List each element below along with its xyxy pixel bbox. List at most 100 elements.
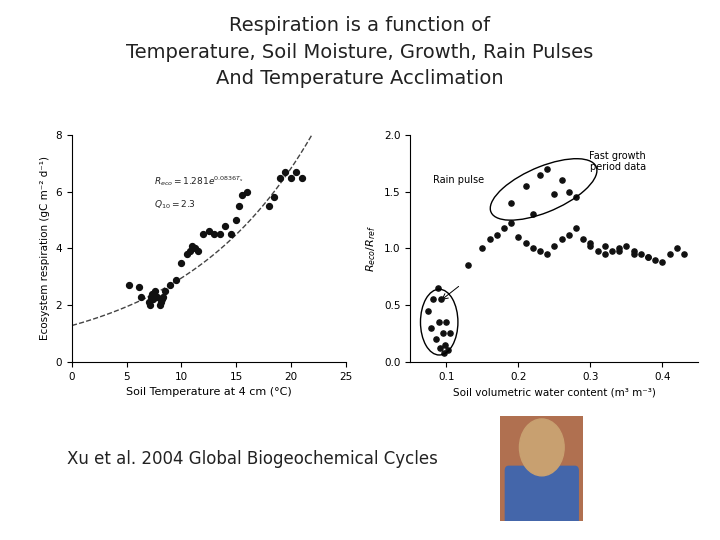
Point (170, 275, 181, 284)
Point (664, 249, 675, 258)
Point (442, 346, 454, 355)
Point (621, 242, 632, 251)
Point (513, 233, 524, 241)
Point (628, 249, 639, 258)
Point (505, 199, 517, 207)
Point (291, 167, 302, 176)
Point (549, 242, 560, 251)
Point (437, 329, 449, 338)
Point (146, 289, 158, 298)
Point (279, 167, 291, 176)
Point (484, 235, 495, 244)
Point (671, 244, 683, 253)
Point (520, 239, 531, 247)
Point (423, 306, 434, 315)
Point (534, 171, 546, 179)
Point (274, 173, 286, 182)
Point (197, 230, 209, 239)
Point (585, 242, 596, 251)
Point (649, 255, 661, 264)
Point (642, 253, 654, 262)
Point (556, 176, 567, 185)
Point (214, 230, 225, 239)
Point (577, 235, 589, 244)
Point (678, 249, 690, 258)
Point (477, 244, 488, 253)
Point (599, 242, 611, 251)
Point (156, 295, 168, 303)
Text: Xu et al. 2004 Global Biogeochemical Cycles: Xu et al. 2004 Global Biogeochemical Cyc… (66, 450, 438, 468)
Point (152, 292, 163, 301)
Point (613, 246, 625, 255)
Y-axis label: $R_{eco}/R_{ref}$: $R_{eco}/R_{ref}$ (365, 225, 379, 272)
Point (439, 340, 451, 349)
Point (425, 323, 436, 332)
Point (189, 244, 200, 253)
Point (599, 249, 611, 258)
Point (635, 249, 647, 258)
Point (527, 210, 539, 219)
Point (234, 201, 246, 210)
Point (186, 241, 198, 250)
Point (285, 173, 297, 182)
Point (520, 181, 531, 190)
Point (433, 318, 445, 326)
Point (592, 246, 603, 255)
Point (541, 249, 553, 258)
Point (176, 258, 187, 267)
Point (556, 235, 567, 244)
Text: Fast growth
period data: Fast growth period data (590, 151, 646, 172)
Point (430, 335, 441, 343)
Text: $Q_{10}=2.3$: $Q_{10}=2.3$ (154, 199, 196, 211)
Point (563, 187, 575, 196)
Point (642, 253, 654, 262)
Point (203, 227, 215, 235)
Point (133, 282, 145, 291)
Point (444, 329, 456, 338)
Point (220, 221, 231, 230)
Point (181, 249, 193, 258)
Point (570, 224, 582, 232)
Point (570, 193, 582, 201)
Point (184, 247, 196, 255)
Point (236, 190, 248, 199)
X-axis label: Soil Temperature at 4 cm (°C): Soil Temperature at 4 cm (°C) (126, 387, 292, 397)
Point (123, 281, 135, 289)
Point (269, 193, 280, 201)
Point (264, 201, 275, 210)
Point (135, 292, 147, 301)
Point (192, 247, 204, 255)
X-axis label: Soil volumetric water content (m³ m⁻³): Soil volumetric water content (m³ m⁻³) (453, 387, 656, 397)
Point (541, 165, 553, 173)
Point (527, 244, 539, 253)
Point (505, 219, 517, 228)
Point (498, 224, 510, 232)
Point (150, 292, 162, 301)
Point (491, 231, 503, 239)
Point (165, 281, 176, 289)
Point (225, 230, 236, 239)
Point (230, 215, 242, 224)
Text: $R_{eco}=1.281e^{0.0836T_s}$: $R_{eco}=1.281e^{0.0836T_s}$ (154, 174, 244, 188)
Point (534, 246, 546, 255)
Point (241, 187, 253, 196)
Point (435, 295, 446, 303)
Point (428, 295, 439, 303)
Point (209, 230, 220, 239)
Point (628, 246, 639, 255)
Point (441, 318, 452, 326)
Point (143, 298, 154, 307)
Point (155, 298, 166, 307)
Point (150, 287, 161, 295)
Text: Respiration is a function of
Temperature, Soil Moisture, Growth, Rain Pulses
And: Respiration is a function of Temperature… (127, 16, 593, 88)
Point (144, 301, 156, 309)
Point (438, 348, 449, 357)
Point (657, 258, 668, 266)
Point (434, 344, 446, 353)
Point (432, 284, 444, 292)
Point (145, 292, 156, 301)
Point (157, 292, 168, 301)
Point (563, 231, 575, 239)
FancyBboxPatch shape (505, 467, 578, 525)
Point (606, 246, 618, 255)
